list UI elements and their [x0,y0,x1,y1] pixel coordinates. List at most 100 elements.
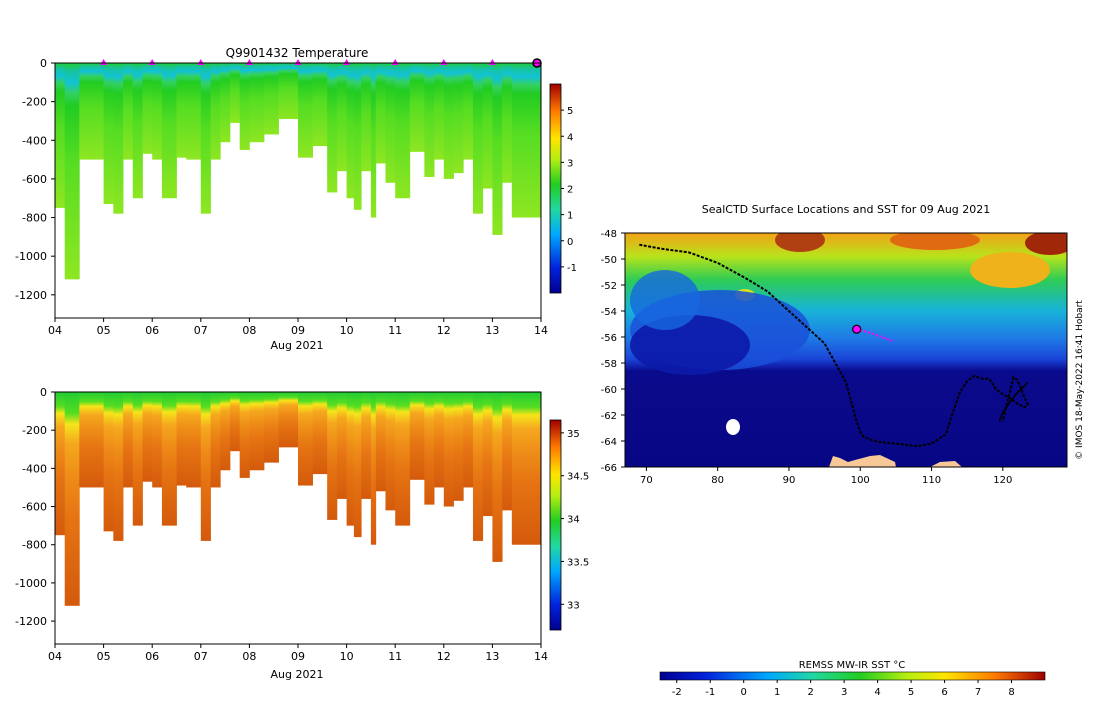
profile-column [472,63,484,214]
y-tick-label: 0 [40,57,47,70]
x-tick-label: 09 [291,650,305,663]
profile-column [103,392,114,532]
sst-colorbar-tick-label: 7 [975,687,981,698]
profile-column [375,392,386,492]
lat-tick-label: -50 [601,255,617,266]
sst-colorbar-label: REMSS MW-IR SST °C [799,660,906,671]
lon-tick-label: 100 [851,475,870,486]
profile-column [298,392,313,486]
salinity-x-label: Aug 2021 [271,668,324,681]
x-tick-label: 14 [534,324,548,337]
profile-marker [440,59,448,65]
colorbar-tick-label: -1 [567,263,577,274]
profile-column [353,392,362,538]
profile-column [370,63,377,218]
profile-column [113,63,124,214]
x-tick-label: 08 [242,324,256,337]
profile-column [210,63,221,160]
sst-colorbar-tick-label: 1 [774,687,780,698]
y-tick-label: -1200 [15,615,47,628]
colorbar-tick-label: 33 [567,600,580,611]
profile-column [463,392,474,488]
colorbar-tick-label: 4 [567,132,573,143]
profile-column [511,392,527,545]
profile-column [142,392,153,482]
profile-column [375,63,386,164]
profile-column [220,392,231,471]
profile-column [278,392,299,448]
map-lon-axis: 70 80 90 100 110 120 [640,467,1012,486]
sst-colorbar [659,671,1046,681]
profile-column [176,392,187,486]
antarctic-coast [930,461,962,467]
x-tick-label: 06 [145,324,159,337]
profile-column [200,392,211,541]
sst-colorbar-tick-label: -2 [672,687,682,698]
profile-column [492,392,503,562]
colorbar-tick-label: 34.5 [567,472,589,483]
x-tick-label: 11 [388,650,402,663]
x-tick-label: 12 [437,650,451,663]
sst-field [625,233,1067,467]
profile-column [526,392,537,545]
temperature-panel: Q9901432 Temperature 0 -200 -400 -600 -800 -1… [15,46,577,352]
profile-column [113,392,124,541]
x-tick-label: 12 [437,324,451,337]
sst-colorbar-tick-label: 4 [874,687,880,698]
profile-column [443,63,454,179]
x-tick-label: 04 [48,324,62,337]
x-tick-label: 14 [534,650,548,663]
profile-column [511,63,527,218]
profile-column [186,63,202,160]
profile-marker [148,59,156,65]
antarctic-coast [829,455,896,467]
temperature-y-axis: 0 -200 -400 -600 -800 -1000 -1200 [15,57,55,302]
sst-colorbar-tick-label: 3 [841,687,847,698]
salinity-x-axis: 04 05 06 07 08 09 10 11 12 13 14 [48,644,548,663]
profile-column [89,392,104,488]
profile-column [229,392,241,452]
profile-column [327,392,338,520]
island-mask [726,419,740,435]
y-tick-label: -800 [22,539,47,552]
x-tick-label: 04 [48,650,62,663]
temperature-x-axis: 04 05 06 07 08 09 10 11 12 13 14 [48,318,548,337]
profile-column [220,63,231,143]
profile-column [263,392,279,463]
profile-column [55,63,66,208]
profile-column [536,63,541,218]
profile-column [200,63,211,214]
lon-tick-label: 80 [711,475,724,486]
profile-column [443,392,454,507]
sst-warm-patch [1025,233,1067,255]
y-tick-label: -400 [22,462,47,475]
profile-column [152,63,163,160]
profile-column [132,63,143,199]
x-tick-label: 13 [485,324,499,337]
map-axes-frame [624,232,1068,468]
profile-column [249,392,265,471]
profile-column [229,63,241,123]
sst-warm-patch [775,233,825,252]
salinity-profiles [55,392,541,606]
lat-tick-label: -62 [601,411,617,422]
x-tick-label: 05 [97,324,111,337]
sst-colorbar-ticks: -2 -1 0 1 2 3 4 5 6 7 8 [672,680,1015,698]
profile-column [64,392,80,606]
profile-column [385,392,396,511]
profile-column [210,392,221,488]
colorbar-tick-label: 1 [567,211,573,222]
sst-colorbar-tick-label: 5 [908,687,914,698]
colorbar-tick-label: 33.5 [567,557,589,568]
lon-tick-label: 110 [922,475,941,486]
profile-column [385,63,396,183]
current-position-marker [852,324,862,334]
colorbar-tick-label: 5 [567,106,573,117]
profile-column [123,63,134,160]
profile-column [434,392,445,488]
lat-tick-label: -60 [601,385,617,396]
profile-column [346,392,355,526]
salinity-colorbar [549,419,562,631]
profile-column [409,392,425,480]
